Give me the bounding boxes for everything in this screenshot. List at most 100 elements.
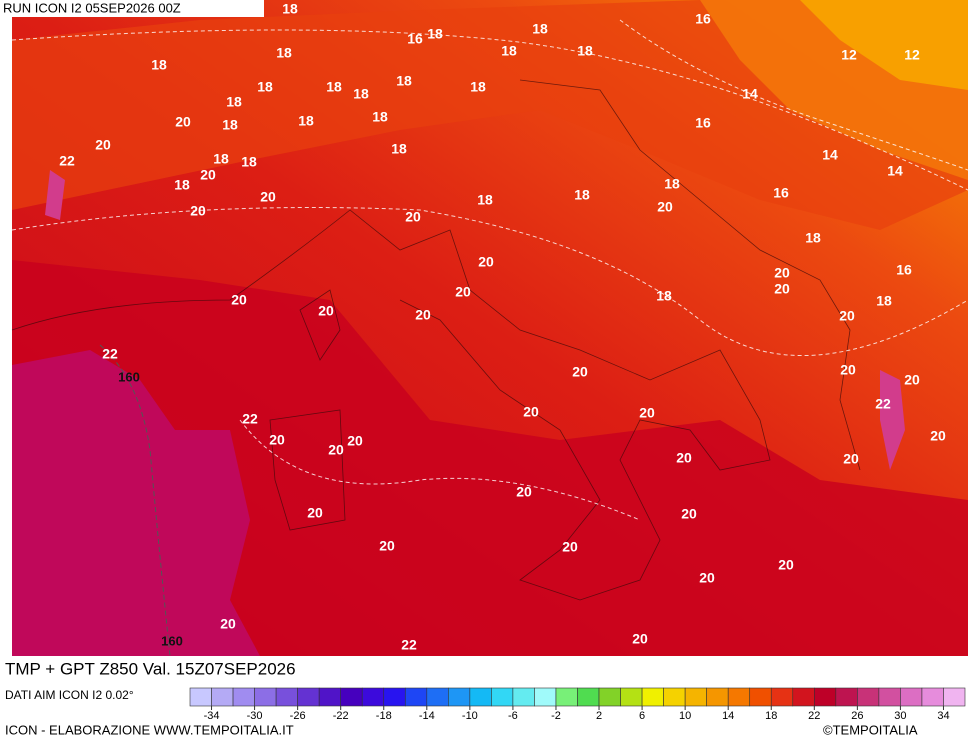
temperature-label: 20 bbox=[904, 372, 920, 388]
colorbar-swatch bbox=[921, 687, 944, 707]
colorbar-swatch bbox=[340, 687, 363, 707]
colorbar-swatch bbox=[491, 687, 514, 707]
temperature-label: 18 bbox=[664, 176, 680, 192]
height-label: 160 bbox=[161, 633, 183, 648]
temperature-label: 16 bbox=[695, 115, 711, 131]
temperature-label: 22 bbox=[59, 153, 75, 169]
colorbar-swatch bbox=[211, 687, 234, 707]
temperature-label: 18 bbox=[241, 154, 257, 170]
temperature-label: 20 bbox=[260, 189, 276, 205]
colorbar-swatch bbox=[361, 687, 385, 707]
temperature-label: 20 bbox=[220, 616, 236, 632]
temperature-label: 18 bbox=[282, 1, 298, 17]
colorbar-swatch bbox=[749, 687, 772, 707]
temperature-label: 20 bbox=[200, 167, 216, 183]
temperature-label: 20 bbox=[95, 137, 111, 153]
temperature-label: 18 bbox=[326, 79, 342, 95]
temperature-label: 20 bbox=[840, 362, 856, 378]
temperature-label: 22 bbox=[875, 396, 891, 412]
temperature-label: 18 bbox=[805, 230, 821, 246]
colorbar-swatch bbox=[448, 687, 471, 707]
colorbar-tick-label: -18 bbox=[376, 710, 392, 722]
temperature-label: 12 bbox=[841, 47, 857, 63]
colorbar-swatch bbox=[383, 687, 406, 707]
colorbar-tick-label: 26 bbox=[851, 710, 863, 722]
colorbar-tick-label: -10 bbox=[462, 710, 478, 722]
temperature-label: 18 bbox=[213, 151, 229, 167]
colorbar-swatch bbox=[254, 687, 277, 707]
coastlines bbox=[11, 79, 861, 601]
colorbar-swatch bbox=[943, 687, 966, 707]
temperature-label: 20 bbox=[699, 570, 715, 586]
temperature-label: 18 bbox=[391, 141, 407, 157]
colorbar-tick-label: 18 bbox=[765, 710, 777, 722]
colorbar-swatch bbox=[555, 687, 578, 707]
colorbar-swatch bbox=[641, 687, 664, 707]
temperature-label: 20 bbox=[516, 484, 532, 500]
temperature-label: 18 bbox=[532, 21, 548, 37]
temperature-label: 20 bbox=[269, 432, 285, 448]
credit-label: ICON - ELABORAZIONE WWW.TEMPOITALIA.IT bbox=[5, 722, 294, 737]
source-label: DATI AIM ICON I2 0.02° bbox=[5, 688, 134, 702]
colorbar-tick-label: -6 bbox=[508, 710, 518, 722]
isotherms bbox=[11, 19, 968, 521]
colorbar-swatch bbox=[189, 687, 212, 707]
temperature-label: 18 bbox=[276, 45, 292, 61]
temperature-label: 16 bbox=[407, 31, 423, 47]
temperature-label: 14 bbox=[822, 147, 838, 163]
temperature-label: 20 bbox=[415, 307, 431, 323]
temperature-label: 20 bbox=[843, 451, 859, 467]
colorbar-swatch bbox=[835, 687, 858, 707]
temperature-label: 20 bbox=[562, 539, 578, 555]
temperature-label: 22 bbox=[102, 346, 118, 362]
temperature-label: 20 bbox=[681, 506, 697, 522]
colorbar-tick-label: 2 bbox=[596, 710, 602, 722]
colorbar-tick-label: -30 bbox=[247, 710, 263, 722]
temperature-label: 18 bbox=[257, 79, 273, 95]
copyright-label: ©TEMPOITALIA bbox=[823, 722, 918, 737]
colorbar-swatch bbox=[232, 687, 255, 707]
temperature-label: 16 bbox=[695, 11, 711, 27]
colorbar-tick-label: 14 bbox=[722, 710, 734, 722]
colorbar-swatch bbox=[598, 687, 621, 707]
field-box bbox=[0, 657, 412, 684]
temperature-label: 20 bbox=[639, 405, 655, 421]
temperature-label: 18 bbox=[427, 26, 443, 42]
colorbar-swatch bbox=[857, 687, 880, 707]
temperature-label: 20 bbox=[632, 631, 648, 647]
coolest-zone bbox=[800, 0, 968, 90]
colorbar-swatch bbox=[426, 687, 449, 707]
temperature-label: 20 bbox=[572, 364, 588, 380]
temperature-label: 20 bbox=[231, 292, 247, 308]
colorbar-swatch bbox=[663, 687, 686, 707]
temperature-label: 18 bbox=[501, 43, 517, 59]
temperature-label: 20 bbox=[405, 209, 421, 225]
colorbar-swatch bbox=[900, 687, 923, 707]
temperature-label: 18 bbox=[222, 117, 238, 133]
colorbar-swatch bbox=[814, 687, 837, 707]
temperature-label: 18 bbox=[353, 86, 369, 102]
temperature-label: 20 bbox=[839, 308, 855, 324]
colorbar-tick-label: -34 bbox=[204, 710, 220, 722]
colorbar-swatch bbox=[770, 687, 794, 707]
temperature-label: 18 bbox=[574, 187, 590, 203]
colorbar-tick-label: 30 bbox=[894, 710, 906, 722]
temperature-label: 20 bbox=[778, 557, 794, 573]
colorbar-swatch bbox=[878, 687, 901, 707]
colorbar-swatch bbox=[706, 687, 729, 707]
colorbar-tick-label: -22 bbox=[333, 710, 349, 722]
temperature-label: 18 bbox=[226, 94, 242, 110]
temperature-label: 18 bbox=[372, 109, 388, 125]
colorbar-swatch bbox=[534, 687, 557, 707]
temperature-label: 20 bbox=[347, 433, 363, 449]
colorbar-swatch bbox=[512, 687, 535, 707]
temperature-label: 20 bbox=[774, 281, 790, 297]
colorbar-swatch bbox=[297, 687, 320, 707]
field-label: TMP + GPT Z850 Val. 15Z07SEP2026 bbox=[5, 659, 296, 678]
temperature-label: 20 bbox=[318, 303, 334, 319]
colorbar-swatch bbox=[275, 687, 298, 707]
colorbar-swatch bbox=[792, 687, 815, 707]
temperature-label: 18 bbox=[577, 43, 593, 59]
colorbar-tick-label: 22 bbox=[808, 710, 820, 722]
temperature-label: 22 bbox=[401, 637, 417, 653]
